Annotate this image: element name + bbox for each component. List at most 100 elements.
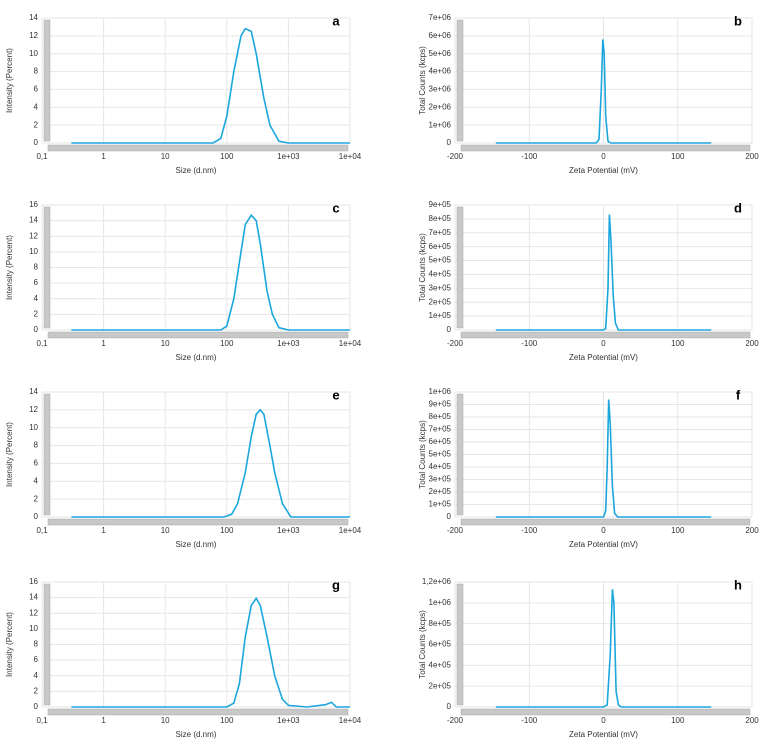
x-tick-label: 1	[101, 152, 106, 161]
h-scrollbar	[47, 144, 349, 152]
y-tick-label: 1,2e+06	[422, 577, 452, 586]
panel-label: c	[332, 200, 339, 215]
y-tick-label: 8e+05	[429, 214, 452, 223]
x-tick-label: -200	[447, 339, 464, 348]
x-tick-label: 200	[745, 716, 759, 725]
x-tick-label: -100	[521, 716, 538, 725]
x-tick-label: 10	[161, 526, 170, 535]
x-axis-title: Zeta Potential (mV)	[569, 730, 638, 739]
x-tick-label: 1e+04	[339, 716, 362, 725]
x-tick-label: 200	[745, 152, 759, 161]
y-tick-label: 2e+05	[429, 487, 452, 496]
h-scrollbar	[460, 518, 751, 526]
x-tick-label: 10	[161, 716, 170, 725]
y-tick-label: 8	[34, 67, 39, 76]
y-tick-label: 1e+06	[429, 120, 452, 129]
x-tick-label: 100	[671, 716, 685, 725]
data-line	[71, 213, 350, 331]
y-tick-label: 7e+05	[429, 425, 452, 434]
y-axis-title: Intensity (Percent)	[5, 235, 14, 300]
y-tick-label: 0	[447, 138, 452, 147]
y-tick-label: 4	[34, 102, 39, 111]
panel-label: h	[734, 577, 742, 592]
y-tick-label: 2	[34, 686, 39, 695]
data-line	[495, 214, 712, 331]
x-tick-label: 0	[601, 716, 606, 725]
v-scrollbar	[456, 583, 464, 706]
y-tick-label: 8	[34, 441, 39, 450]
x-tick-label: 0	[601, 339, 606, 348]
y-tick-label: 4e+06	[429, 67, 452, 76]
y-tick-label: 5e+06	[429, 49, 452, 58]
x-tick-label: 200	[745, 339, 759, 348]
y-tick-label: 14	[29, 593, 38, 602]
y-tick-label: 14	[29, 216, 38, 225]
y-tick-label: 4	[34, 294, 39, 303]
y-tick-label: 4e+05	[429, 462, 452, 471]
x-tick-label: 100	[220, 339, 234, 348]
y-tick-label: 0	[447, 512, 452, 521]
x-tick-label: 1	[101, 339, 106, 348]
x-tick-label: 1e+04	[339, 152, 362, 161]
y-tick-label: 6	[34, 655, 39, 664]
x-tick-label: 1	[101, 526, 106, 535]
y-axis-title: Total Counts (kcps)	[418, 233, 427, 302]
x-tick-label: 1	[101, 716, 106, 725]
y-tick-label: 3e+06	[429, 85, 452, 94]
y-tick-label: 7e+06	[429, 13, 452, 22]
y-tick-label: 2	[34, 120, 39, 129]
y-tick-label: 0	[34, 138, 39, 147]
x-tick-label: 1e+03	[277, 339, 300, 348]
y-axis-title: Intensity (Percent)	[5, 422, 14, 487]
y-tick-label: 8	[34, 640, 39, 649]
x-axis-title: Zeta Potential (mV)	[569, 540, 638, 549]
y-tick-label: 16	[29, 200, 38, 209]
v-scrollbar	[43, 206, 51, 329]
y-tick-label: 12	[29, 231, 38, 240]
y-tick-label: 6e+05	[429, 640, 452, 649]
panel-label: g	[332, 577, 340, 592]
y-axis-title: Total Counts (kcps)	[418, 46, 427, 115]
data-line	[495, 589, 712, 708]
y-tick-label: 10	[29, 624, 38, 633]
x-tick-label: 0,1	[36, 339, 48, 348]
v-scrollbar	[43, 583, 51, 706]
y-tick-label: 10	[29, 247, 38, 256]
y-axis-title: Total Counts (kcps)	[418, 610, 427, 679]
x-tick-label: 100	[671, 526, 685, 535]
y-tick-label: 6	[34, 459, 39, 468]
v-scrollbar	[456, 206, 464, 329]
y-tick-label: 1e+05	[429, 500, 452, 509]
y-tick-label: 8e+05	[429, 619, 452, 628]
v-scrollbar	[456, 19, 464, 142]
data-line	[71, 408, 350, 518]
y-tick-label: 5e+05	[429, 450, 452, 459]
data-line	[495, 39, 712, 144]
x-tick-label: 0	[601, 152, 606, 161]
y-tick-label: 14	[29, 13, 38, 22]
panel-label: a	[332, 13, 340, 28]
h-scrollbar	[47, 708, 349, 716]
y-tick-label: 3e+05	[429, 475, 452, 484]
x-tick-label: 200	[745, 526, 759, 535]
y-tick-label: 4e+05	[429, 660, 452, 669]
y-axis-title: Intensity (Percent)	[5, 48, 14, 113]
y-tick-label: 4e+05	[429, 270, 452, 279]
x-tick-label: 0	[601, 526, 606, 535]
y-tick-label: 2	[34, 309, 39, 318]
x-axis-title: Size (d.nm)	[176, 540, 217, 549]
h-scrollbar	[460, 331, 751, 339]
y-tick-label: 8	[34, 263, 39, 272]
y-tick-label: 12	[29, 608, 38, 617]
y-tick-label: 4	[34, 671, 39, 680]
y-tick-label: 2	[34, 494, 39, 503]
x-tick-label: 100	[220, 152, 234, 161]
y-tick-label: 10	[29, 49, 38, 58]
x-tick-label: 0,1	[36, 716, 48, 725]
x-tick-label: -100	[521, 152, 538, 161]
v-scrollbar	[456, 393, 464, 516]
y-tick-label: 16	[29, 577, 38, 586]
x-tick-label: 1e+04	[339, 339, 362, 348]
x-tick-label: -200	[447, 152, 464, 161]
